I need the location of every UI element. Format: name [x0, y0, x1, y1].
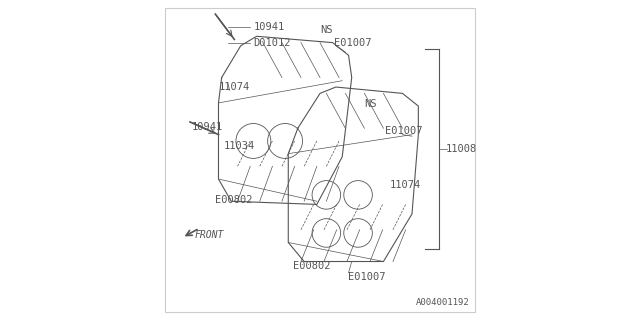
Text: 10941: 10941 — [191, 122, 223, 132]
Text: 11074: 11074 — [390, 180, 421, 190]
Text: A004001192: A004001192 — [415, 298, 469, 307]
Text: 11074: 11074 — [218, 82, 250, 92]
Text: E01007: E01007 — [385, 126, 422, 136]
Text: E00802: E00802 — [215, 195, 253, 205]
Text: FRONT: FRONT — [195, 229, 224, 240]
Text: 10941: 10941 — [253, 22, 285, 32]
Text: E01007: E01007 — [348, 272, 385, 282]
Text: E01007: E01007 — [334, 38, 372, 48]
Text: E00802: E00802 — [293, 261, 330, 271]
Text: NS: NS — [320, 25, 333, 35]
Text: D01012: D01012 — [253, 38, 291, 48]
Text: NS: NS — [364, 100, 376, 109]
Text: 11008: 11008 — [445, 144, 477, 154]
Text: 11034: 11034 — [223, 141, 255, 151]
